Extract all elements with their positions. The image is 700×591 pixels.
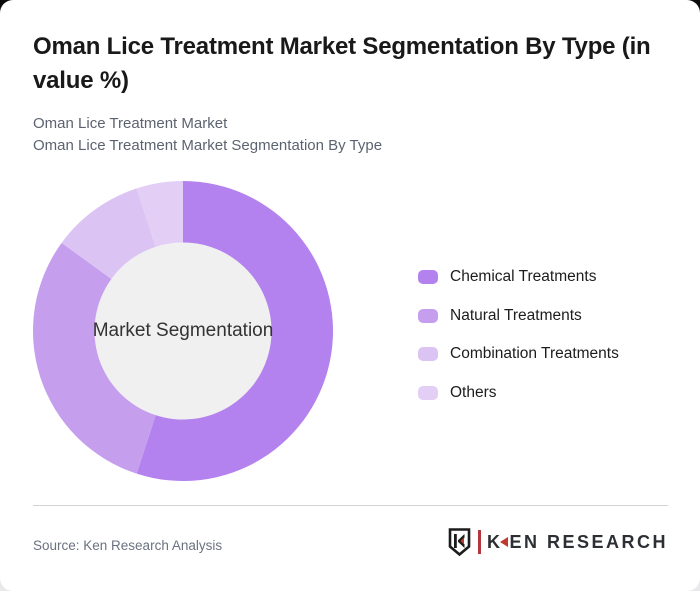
source-note: Source: Ken Research Analysis <box>33 538 223 553</box>
legend-item-combination-treatments[interactable]: Combination Treatments <box>418 339 619 369</box>
ken-research-shield-icon <box>449 528 471 556</box>
legend-item-chemical-treatments[interactable]: Chemical Treatments <box>418 262 619 292</box>
donut-slice-others[interactable] <box>136 181 183 247</box>
legend-label: Chemical Treatments <box>450 268 597 285</box>
legend-swatch-icon <box>418 270 438 284</box>
logo-wordmark: K EN RESEARCH <box>487 533 668 551</box>
chart-legend: Chemical Treatments Natural Treatments C… <box>418 262 619 416</box>
footer-divider <box>33 505 668 506</box>
legend-swatch-icon <box>418 308 438 323</box>
subtitle-line-2: Oman Lice Treatment Market Segmentation … <box>33 136 383 154</box>
donut-hole <box>94 242 272 420</box>
legend-swatch-icon <box>418 347 438 361</box>
donut-slice-chemical-treatments[interactable] <box>136 181 333 481</box>
logo-rest-text: EN RESEARCH <box>509 532 668 552</box>
legend-label: Others <box>450 383 497 401</box>
legend-label: Combination Treatments <box>450 345 619 362</box>
legend-item-others[interactable]: Others <box>418 378 619 408</box>
legend-label: Natural Treatments <box>450 306 582 324</box>
subtitle-line-1: Oman Lice Treatment Market <box>33 115 228 132</box>
chart-subtitle-block: Oman Lice Treatment Market Oman Lice Tre… <box>33 113 382 156</box>
legend-swatch-icon <box>418 385 438 400</box>
donut-chart: Market Segmentation <box>33 181 333 481</box>
ken-research-logo: K EN RESEARCH <box>448 528 668 556</box>
legend-item-natural-treatments[interactable]: Natural Treatments <box>418 301 619 331</box>
donut-chart-svg <box>33 181 333 481</box>
donut-slice-natural-treatments[interactable] <box>33 242 156 474</box>
logo-red-triangle-icon <box>500 537 509 547</box>
logo-separator-bar <box>478 530 481 554</box>
page-title: Oman Lice Treatment Market Segmentation … <box>33 33 651 94</box>
donut-slice-combination-treatments[interactable] <box>61 188 156 279</box>
logo-letter-k: K <box>486 532 503 552</box>
